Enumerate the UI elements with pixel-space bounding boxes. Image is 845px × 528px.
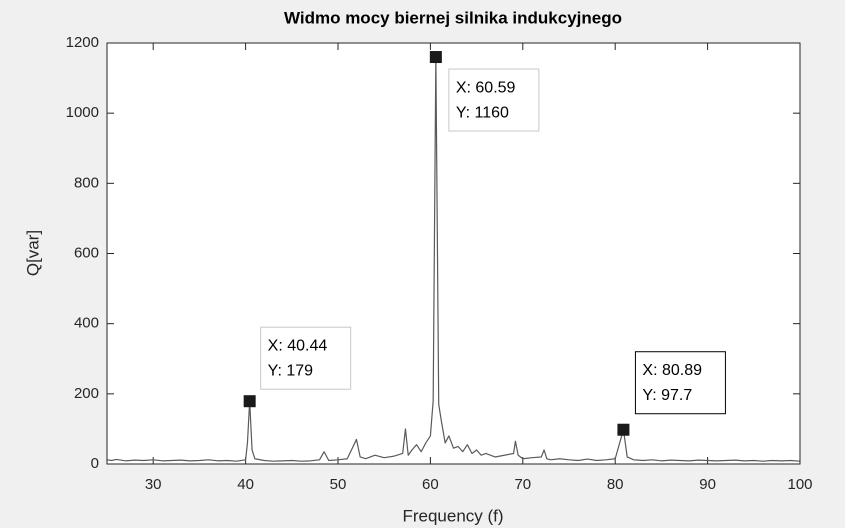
- x-tick-label: 100: [787, 476, 812, 493]
- data-tip: X: 60.59 Y: 1160: [429, 51, 540, 132]
- data-tip-y: Y: 179: [268, 362, 313, 379]
- axes-box: [106, 42, 801, 465]
- data-tip-x: X: 40.44: [268, 337, 328, 354]
- y-axis-label: Q[var]: [23, 230, 42, 276]
- x-tick-label: 40: [237, 476, 254, 493]
- data-tip: X: 80.89 Y: 97.7: [617, 351, 726, 436]
- spectrum-line: [106, 56, 801, 462]
- data-tip-box: [260, 326, 352, 390]
- data-tip-marker: [429, 51, 442, 64]
- y-tick-label: 800: [74, 174, 99, 191]
- data-tip-y: Y: 1160: [456, 104, 509, 121]
- data-tip-box: [634, 351, 726, 415]
- data-tip: X: 40.44 Y: 179: [243, 326, 352, 408]
- y-tick-label: 0: [91, 455, 99, 472]
- data-tip-marker: [243, 395, 256, 408]
- x-tick-label: 50: [330, 476, 347, 493]
- x-tick-label: 70: [514, 476, 531, 493]
- y-tick-label: 200: [74, 385, 99, 402]
- chart-title: Widmo mocy biernej silnika indukcyjnego: [284, 8, 622, 27]
- x-tick-label: 30: [145, 476, 162, 493]
- data-tip-marker: [617, 423, 630, 436]
- y-tick-label: 1000: [66, 104, 99, 121]
- data-tip-box: [448, 68, 540, 132]
- x-axis-label: Frequency (f): [402, 506, 503, 525]
- data-tip-x: X: 80.89: [642, 362, 702, 379]
- x-tick-label: 60: [422, 476, 439, 493]
- y-tick-label: 600: [74, 244, 99, 261]
- data-tip-y: Y: 97.7: [642, 387, 692, 404]
- y-tick-label: 400: [74, 315, 99, 332]
- y-tick-label: 1200: [66, 34, 99, 51]
- data-tip-x: X: 60.59: [456, 79, 516, 96]
- x-tick-label: 90: [699, 476, 716, 493]
- x-tick-label: 80: [607, 476, 624, 493]
